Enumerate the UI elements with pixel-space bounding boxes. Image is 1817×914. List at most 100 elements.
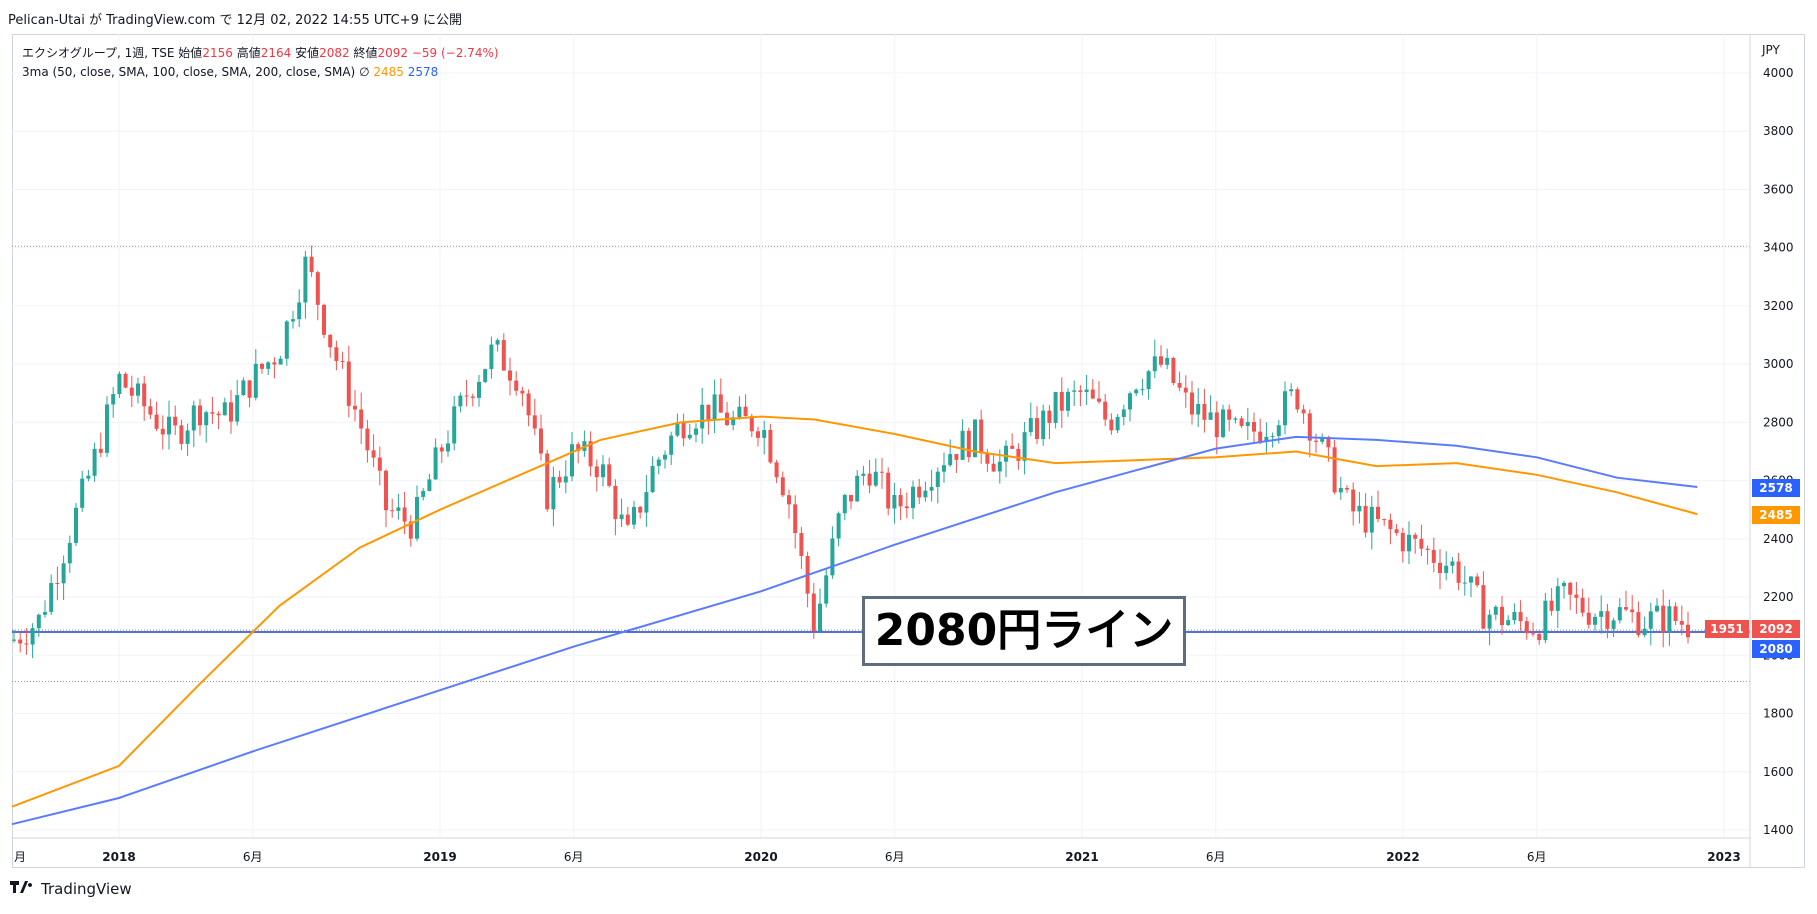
y-tick-label: 2200 (1763, 590, 1794, 604)
candle-body (1202, 404, 1207, 420)
candle-body (1586, 612, 1591, 625)
candle-body (1072, 390, 1077, 392)
candle-body (762, 429, 767, 438)
candle-body (1295, 389, 1300, 410)
y-tick-label: 2400 (1763, 532, 1794, 546)
candle-body (923, 490, 928, 498)
candle-body (1599, 611, 1604, 617)
candle-body (173, 416, 178, 426)
ma200-line (11, 435, 1698, 826)
y-tick-label: 1800 (1763, 707, 1794, 721)
candle-body (1413, 534, 1418, 539)
candle-body (687, 434, 692, 439)
candle-body (960, 430, 965, 460)
candle-body (433, 447, 438, 480)
candle-body (1400, 532, 1405, 552)
candle-body (421, 491, 426, 497)
candle-body (198, 405, 202, 426)
candle-body (1283, 391, 1287, 426)
candle-body (483, 369, 488, 382)
symbol-name[interactable]: エクシオグループ, 1週, TSE (22, 46, 175, 60)
x-tick-label: 6月 (243, 850, 263, 864)
price-axis: 1400160018002000220024002600280030003200… (1749, 34, 1794, 868)
candle-body (706, 404, 711, 420)
candle-body (247, 380, 252, 398)
candle-body (1140, 389, 1145, 391)
candle-body (495, 340, 500, 345)
y-tick-label: 3600 (1763, 182, 1794, 196)
candle-body (1506, 620, 1511, 626)
candle-body (1450, 561, 1455, 566)
annotation-box[interactable]: 2080円ライン (862, 596, 1186, 666)
y-tick-label: 3400 (1763, 241, 1794, 255)
x-tick-label: 2019 (423, 850, 456, 864)
candle-body (966, 430, 971, 458)
candle-body (464, 395, 469, 397)
candle-body (712, 394, 717, 420)
x-tick-label: 2020 (744, 850, 777, 864)
footer[interactable]: TradingView (10, 880, 132, 898)
chart-frame[interactable] (12, 34, 1805, 868)
candle-body (873, 471, 878, 486)
high-label: 高値 (236, 46, 261, 60)
candle-body (266, 362, 271, 369)
indicator-name[interactable]: 3ma (50, close, SMA, 100, close, SMA, 20… (22, 65, 356, 79)
candle-body (1549, 600, 1554, 611)
candle-body (1500, 606, 1504, 626)
indicator-legend[interactable]: 3ma (50, close, SMA, 100, close, SMA, 20… (22, 65, 438, 79)
candle-body (36, 614, 41, 629)
candle-body (1407, 534, 1411, 552)
candle-body (123, 373, 128, 388)
candle-body (1338, 488, 1343, 493)
candle-body (1078, 390, 1083, 392)
candle-body (1351, 489, 1356, 512)
low-label: 安値 (295, 46, 320, 60)
candle-body (563, 476, 568, 483)
candle-body (601, 464, 605, 478)
candle-body (415, 496, 419, 539)
candle-body (948, 454, 953, 466)
candle-body (1419, 538, 1424, 549)
candle-body (260, 363, 264, 369)
ma100-line (11, 415, 1698, 808)
candle-body (700, 404, 705, 429)
brand-name[interactable]: TradingView (41, 880, 132, 898)
x-tick-label: 6月 (1206, 850, 1226, 864)
candle-body (855, 475, 860, 502)
candle-body (594, 466, 599, 478)
candle-body (749, 416, 754, 432)
candle-body (1605, 611, 1610, 629)
candle-body (377, 457, 382, 471)
candle-body (514, 380, 519, 391)
candle-body (1661, 605, 1666, 633)
candle-body (154, 414, 159, 429)
candle-body (576, 444, 581, 451)
candle-body (1276, 425, 1281, 437)
candle-body (191, 405, 196, 431)
symbol-legend[interactable]: エクシオグループ, 1週, TSE 始値2156 高値2164 安値2082 終… (22, 44, 499, 61)
candle-body (1227, 409, 1232, 420)
candle-body (669, 435, 674, 455)
candle-body (1171, 357, 1176, 383)
high-value: 2164 (260, 46, 292, 60)
candle-body (235, 395, 240, 422)
candle-body (148, 406, 153, 415)
candle-body (1090, 389, 1095, 399)
candle-body (1493, 606, 1498, 615)
candle-body (1388, 519, 1393, 530)
candle-body (1512, 612, 1517, 621)
candle-body (1109, 419, 1114, 431)
candle-body (160, 428, 165, 435)
candle-body (1239, 418, 1244, 426)
hline-price-label: 1951 (1705, 620, 1749, 638)
candle-body (898, 494, 903, 507)
candle-body (1066, 391, 1070, 411)
x-tick-label: 2023 (1707, 850, 1740, 864)
candle-body (359, 409, 364, 429)
candle-body (545, 453, 550, 510)
candle-body (1425, 548, 1430, 550)
candle-body (1183, 387, 1188, 393)
candle-body (632, 506, 636, 525)
candle-body (1667, 606, 1672, 633)
